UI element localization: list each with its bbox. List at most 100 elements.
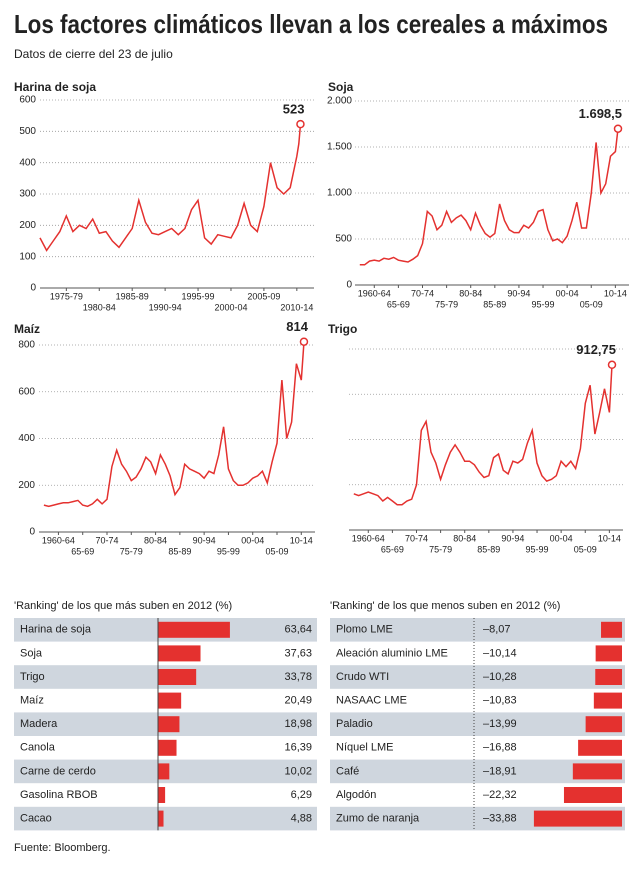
- value-label: 63,64: [284, 624, 312, 636]
- value-label: –8,07: [483, 624, 511, 636]
- x-tick-label: 1995-99: [182, 291, 215, 301]
- value-label: 18,98: [284, 718, 312, 730]
- y-tick-label: 400: [18, 433, 35, 444]
- row-label: Soja: [20, 647, 43, 659]
- x-tick-label: 65-69: [381, 544, 404, 554]
- row-stripe: [330, 618, 625, 642]
- row-label: Plomo LME: [336, 624, 393, 636]
- row-stripe: [330, 712, 625, 736]
- y-tick-label: 1.500: [327, 142, 352, 153]
- y-tick-label: 200: [19, 220, 36, 231]
- chart-title: Soja: [328, 80, 354, 94]
- bar: [158, 810, 164, 827]
- x-tick-label: 05-09: [574, 544, 597, 554]
- x-tick-label: 80-84: [453, 533, 476, 543]
- page-title: Los factores climáticos llevan a los cer…: [14, 9, 608, 39]
- y-tick-label: 300: [19, 189, 36, 200]
- row-stripe: [330, 759, 625, 784]
- bar: [158, 645, 201, 662]
- y-tick-label: 1.000: [327, 188, 352, 199]
- value-label: 10,02: [284, 765, 312, 777]
- y-tick-label: 0: [346, 280, 352, 291]
- value-label: –22,32: [483, 789, 517, 801]
- bar: [158, 763, 170, 780]
- row-label: Harina de soja: [20, 624, 92, 636]
- value-label: 4,88: [291, 813, 312, 825]
- row-label: Algodón: [336, 789, 376, 801]
- y-tick-label: 2.000: [327, 96, 352, 107]
- bar: [572, 763, 622, 780]
- x-tick-label: 70-74: [95, 535, 118, 545]
- y-tick-label: 100: [19, 251, 36, 262]
- row-label: Canola: [20, 742, 56, 754]
- bar: [595, 645, 622, 662]
- x-tick-label: 65-69: [387, 299, 410, 309]
- bar: [533, 810, 622, 827]
- row-label: Madera: [20, 718, 58, 730]
- end-label: 912,75: [576, 342, 616, 357]
- price-line: [359, 128, 619, 266]
- bar: [595, 669, 622, 685]
- value-label: –10,14: [483, 647, 517, 659]
- y-tick-label: 0: [29, 527, 35, 538]
- chart-title: Maíz: [14, 322, 40, 336]
- chart-title: 'Ranking' de los que menos suben en 2012…: [330, 600, 560, 612]
- row-label: Café: [336, 765, 359, 777]
- x-tick-label: 85-89: [483, 299, 506, 309]
- subtitle: Datos de cierre del 23 de julio: [14, 47, 173, 61]
- value-label: 37,63: [284, 647, 312, 659]
- value-label: –18,91: [483, 765, 517, 777]
- end-label: 523: [283, 102, 305, 117]
- bar: [158, 739, 177, 756]
- row-label: Trigo: [20, 671, 45, 683]
- x-tick-label: 1980-84: [83, 302, 116, 312]
- x-tick-label: 2010-14: [280, 302, 313, 312]
- price-line: [43, 341, 305, 508]
- x-tick-label: 90-94: [501, 533, 524, 543]
- y-tick-label: 600: [19, 95, 36, 106]
- x-tick-label: 75-79: [120, 546, 143, 556]
- x-tick-label: 65-69: [71, 546, 94, 556]
- x-tick-label: 75-79: [435, 299, 458, 309]
- row-label: Cacao: [20, 813, 52, 825]
- price-line: [39, 124, 302, 252]
- x-tick-label: 90-94: [507, 288, 530, 298]
- x-tick-label: 90-94: [193, 535, 216, 545]
- row-label: NASAAC LME: [336, 695, 407, 707]
- y-tick-label: 800: [18, 340, 35, 351]
- bar: [158, 621, 230, 638]
- x-tick-label: 10-14: [604, 288, 627, 298]
- x-tick-label: 2000-04: [214, 302, 247, 312]
- value-label: –10,28: [483, 671, 517, 683]
- bar: [158, 669, 197, 685]
- bar: [158, 787, 166, 803]
- x-tick-label: 95-99: [532, 299, 555, 309]
- x-tick-label: 00-04: [556, 288, 579, 298]
- x-tick-label: 1960-64: [42, 535, 75, 545]
- row-label: Maíz: [20, 695, 44, 707]
- x-tick-label: 80-84: [144, 535, 167, 545]
- x-tick-label: 10-14: [290, 535, 313, 545]
- x-tick-label: 70-74: [411, 288, 434, 298]
- x-tick-label: 75-79: [429, 544, 452, 554]
- value-label: –16,88: [483, 742, 517, 754]
- y-tick-label: 500: [335, 234, 352, 245]
- end-label: 1.698,5: [579, 106, 622, 121]
- row-label: Zumo de naranja: [336, 813, 420, 825]
- bar: [578, 739, 622, 756]
- end-point: [607, 360, 617, 370]
- y-tick-label: 0: [30, 283, 36, 294]
- end-point: [299, 337, 309, 346]
- row-stripe: [14, 806, 317, 831]
- x-tick-label: 85-89: [477, 544, 500, 554]
- row-label: Crudo WTI: [336, 671, 389, 683]
- bar: [158, 692, 182, 709]
- value-label: –33,88: [483, 813, 517, 825]
- x-tick-label: 70-74: [405, 533, 428, 543]
- x-tick-label: 1975-79: [50, 291, 83, 301]
- x-tick-label: 00-04: [241, 535, 264, 545]
- end-point: [296, 119, 305, 129]
- row-label: Paladio: [336, 718, 373, 730]
- x-tick-label: 1985-89: [116, 291, 149, 301]
